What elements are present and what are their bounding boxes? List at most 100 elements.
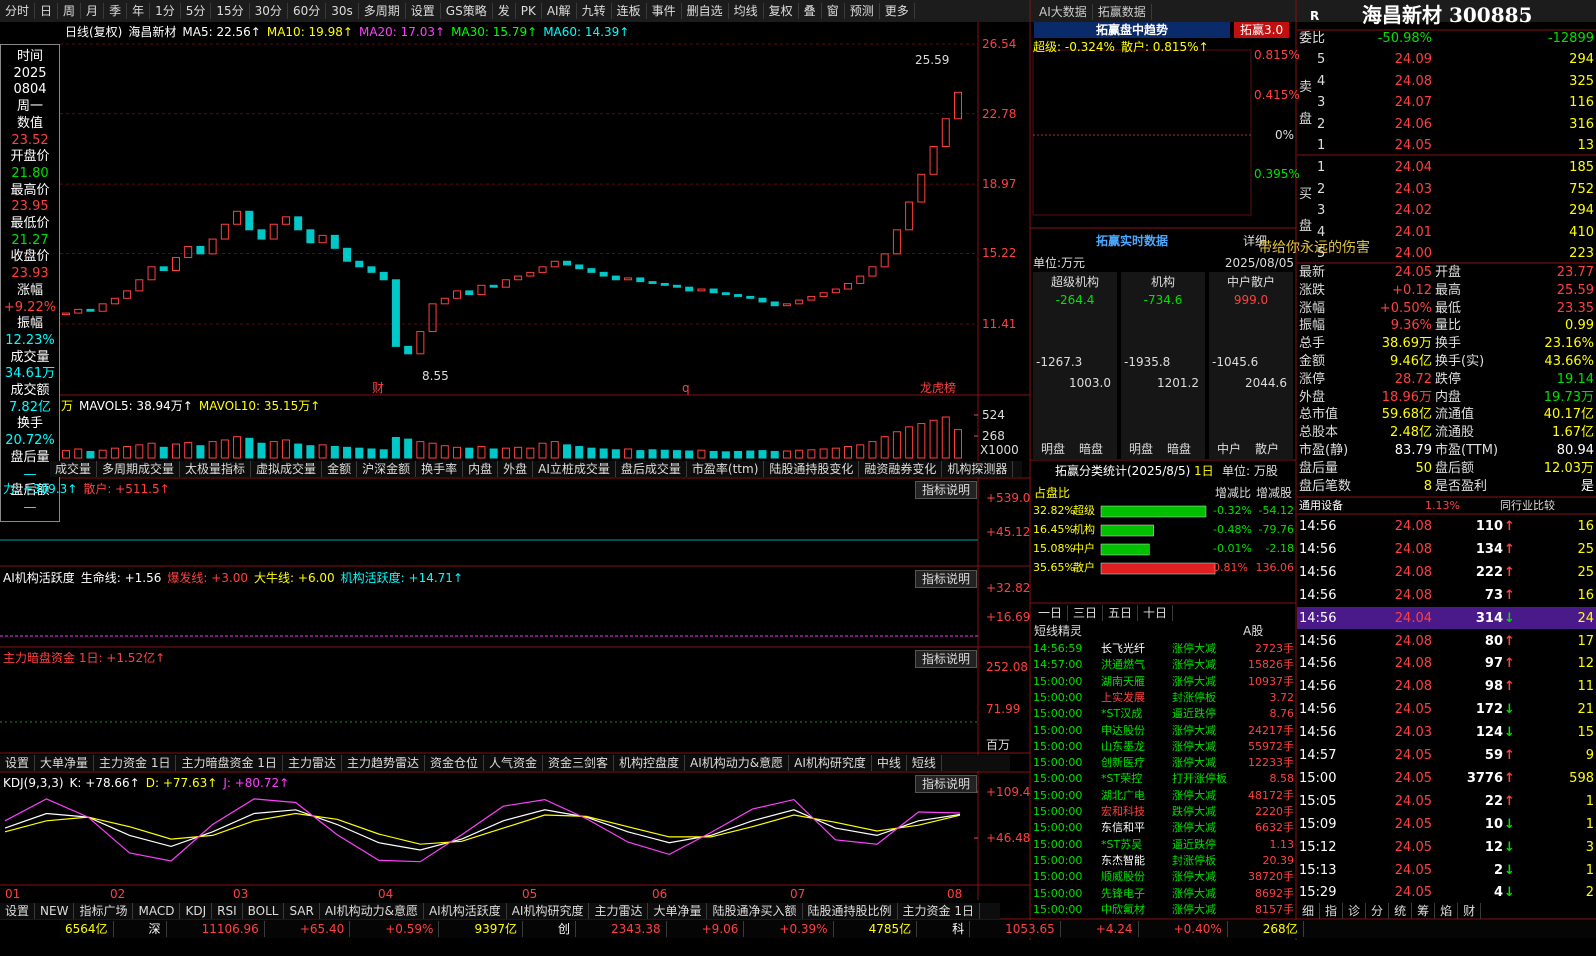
funds-tab[interactable]: AI机构动力&意愿 xyxy=(685,755,790,771)
volume-tab[interactable]: 太极量指标 xyxy=(180,461,252,477)
volume-tab[interactable]: 市盈率(ttm) xyxy=(687,461,765,477)
trade-time: 14:56 xyxy=(1299,656,1337,672)
funds-tab[interactable]: 主力趋势雷达 xyxy=(342,755,425,771)
toolbar-item[interactable]: 周 xyxy=(58,3,82,19)
indicator-tab[interactable]: AI机构动力&意愿 xyxy=(320,903,424,919)
toolbar-item[interactable]: 30分 xyxy=(250,3,288,19)
funds-tab[interactable]: 机构控盘度 xyxy=(614,755,686,771)
toolbar-item[interactable]: 发 xyxy=(493,3,516,19)
toolbar-item[interactable]: 更多 xyxy=(880,3,915,19)
funds-tab[interactable]: AI机构研究度 xyxy=(789,755,872,771)
indicator-tab[interactable]: 主力资金 1日 xyxy=(898,903,980,919)
toolbar-item[interactable]: 叠 xyxy=(799,3,822,19)
quote-tab[interactable]: 细 xyxy=(1297,903,1321,919)
volume-tab[interactable]: 虚拟成交量 xyxy=(251,461,323,477)
toolbar-item[interactable]: AI解 xyxy=(542,3,577,19)
sprite-market[interactable]: A股 xyxy=(1243,624,1264,638)
volume-tab[interactable]: 外盘 xyxy=(498,461,534,477)
volume-tab[interactable]: 成交量 xyxy=(50,461,98,477)
indicator-tab[interactable]: MACD xyxy=(133,903,181,919)
indicator-tab[interactable]: 陆股通净买入额 xyxy=(707,903,803,919)
indicator-tab[interactable]: 陆股通持股比例 xyxy=(803,903,898,919)
toolbar-item[interactable]: 15分 xyxy=(211,3,250,19)
toolbar-item[interactable]: 连板 xyxy=(612,3,647,19)
volume-tab[interactable]: AI立桩成交量 xyxy=(533,461,616,477)
toolbar-item[interactable]: 30s xyxy=(326,3,359,19)
quote-tab[interactable]: 财 xyxy=(1458,903,1482,919)
toolbar-item[interactable]: PK xyxy=(516,3,542,19)
funds-tab[interactable]: 主力暗盘资金 1日 xyxy=(176,755,283,771)
indicator-tab[interactable]: BOLL xyxy=(243,903,285,919)
toolbar-item[interactable]: 九转 xyxy=(577,3,612,19)
indicator-tab[interactable]: AI机构活跃度 xyxy=(424,903,507,919)
indicator-tab[interactable]: KDJ xyxy=(180,903,213,919)
candle xyxy=(355,260,364,268)
toolbar-item[interactable]: 预测 xyxy=(845,3,880,19)
toolbar-item[interactable]: GS策略 xyxy=(441,3,493,19)
candle xyxy=(465,290,474,296)
toolbar-item[interactable]: 均线 xyxy=(729,3,764,19)
period-tab[interactable]: 十日 xyxy=(1138,605,1174,621)
toolbar-item[interactable]: 1分 xyxy=(150,3,181,19)
book-level: 1 xyxy=(1317,160,1326,175)
toolbar-item[interactable]: 事件 xyxy=(647,3,682,19)
volume-tab[interactable]: 融资融券变化 xyxy=(859,461,943,477)
quote-tab[interactable]: 分 xyxy=(1366,903,1390,919)
volume-tab[interactable]: 陆股通持股变化 xyxy=(764,461,860,477)
panel-button[interactable]: 指标说明 xyxy=(915,650,978,668)
toolbar-item[interactable]: 60分 xyxy=(288,3,327,19)
quote-tab[interactable]: 筹 xyxy=(1412,903,1436,919)
indicator-tab[interactable]: 指标广场 xyxy=(74,903,134,919)
volume-bar xyxy=(404,438,413,459)
quote-tab[interactable]: 诊 xyxy=(1343,903,1367,919)
industry-compare[interactable]: 同行业比较 xyxy=(1500,499,1555,512)
funds-tab[interactable]: 资金仓位 xyxy=(425,755,484,771)
volume-tab[interactable]: 沪深金额 xyxy=(357,461,417,477)
period-tab[interactable]: 三日 xyxy=(1068,605,1104,621)
volume-tab[interactable]: 多周期成交量 xyxy=(97,461,181,477)
funds-tab[interactable]: 设置 xyxy=(0,755,36,771)
middle-tab[interactable]: 拓赢数据 xyxy=(1093,4,1152,20)
indicator-tab[interactable]: AI机构研究度 xyxy=(507,903,590,919)
period-tab[interactable]: 一日 xyxy=(1033,605,1069,621)
quote-tab[interactable]: 统 xyxy=(1389,903,1413,919)
funds-tab[interactable]: 短线 xyxy=(907,755,942,771)
funds-tab[interactable]: 资金三剑客 xyxy=(543,755,615,771)
toolbar-item[interactable]: 删自选 xyxy=(682,3,729,19)
volume-tab[interactable]: 金额 xyxy=(322,461,358,477)
indicator-tab[interactable]: 设置 xyxy=(0,903,36,919)
panel-button[interactable]: 指标说明 xyxy=(915,775,978,793)
period-tab[interactable]: 五日 xyxy=(1103,605,1139,621)
funds-tab[interactable]: 大单净量 xyxy=(35,755,95,771)
toolbar-item[interactable]: 5分 xyxy=(181,3,212,19)
funds-tab[interactable]: 主力雷达 xyxy=(283,755,342,771)
toolbar-item[interactable]: 设置 xyxy=(406,3,441,19)
volume-tab[interactable]: 机构探测器 xyxy=(942,461,1014,477)
toolbar-item[interactable]: 窗 xyxy=(822,3,845,19)
indicator-tab[interactable]: NEW xyxy=(35,903,75,919)
toolbar-item[interactable]: 季 xyxy=(104,3,128,19)
indicator-tab[interactable]: RSI xyxy=(212,903,243,919)
funds-tab[interactable]: 中线 xyxy=(872,755,907,771)
toolbar-item[interactable]: 分时 xyxy=(0,3,36,19)
indicator-tab[interactable]: 主力雷达 xyxy=(589,903,649,919)
quote-tab[interactable]: 指 xyxy=(1320,903,1344,919)
toolbar-item[interactable]: 复权 xyxy=(764,3,799,19)
quote-tab[interactable]: 焰 xyxy=(1435,903,1459,919)
funds-tab[interactable]: 人气资金 xyxy=(484,755,543,771)
realtime-detail[interactable]: 详细 xyxy=(1243,234,1268,248)
panel-button[interactable]: 指标说明 xyxy=(915,570,978,588)
indicator-tab[interactable]: 大单净量 xyxy=(648,903,708,919)
indicator-tab[interactable]: SAR xyxy=(284,903,320,919)
toolbar-item[interactable]: 多周期 xyxy=(359,3,406,19)
trend-version[interactable]: 拓赢3.0 xyxy=(1234,22,1290,38)
toolbar-item[interactable]: 月 xyxy=(81,3,105,19)
funds-tab[interactable]: 主力资金 1日 xyxy=(94,755,177,771)
middle-tab[interactable]: AI大数据 xyxy=(1034,4,1093,20)
volume-tab[interactable]: 换手率 xyxy=(416,461,464,477)
volume-tab[interactable]: 盘后成交量 xyxy=(616,461,687,477)
toolbar-item[interactable]: 日 xyxy=(35,3,59,19)
toolbar-item[interactable]: 年 xyxy=(127,3,151,19)
volume-tab[interactable]: 内盘 xyxy=(463,461,499,477)
panel-button[interactable]: 指标说明 xyxy=(915,481,978,499)
